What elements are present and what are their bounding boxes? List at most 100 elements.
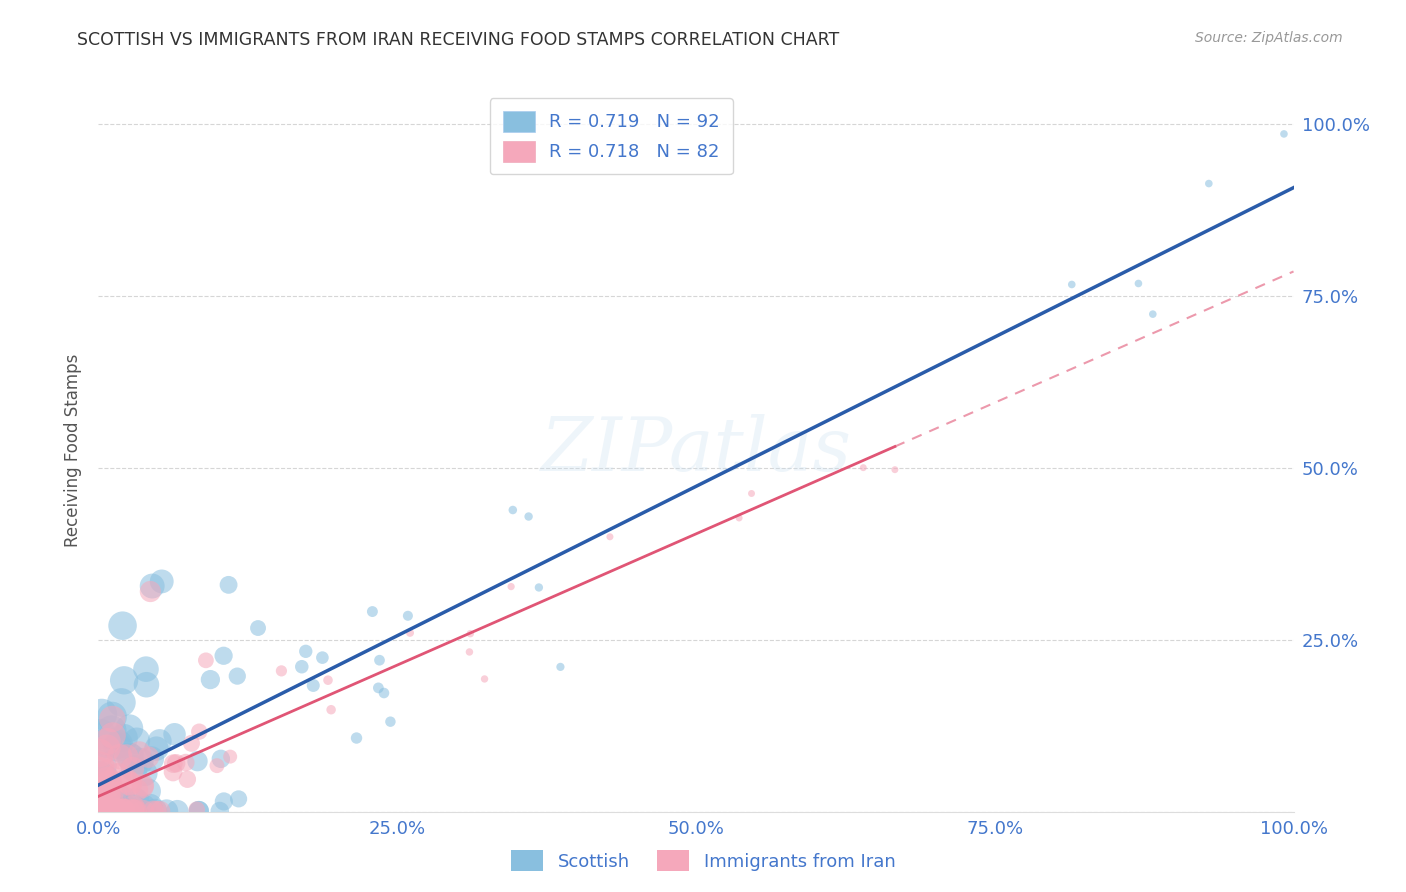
Point	[883, 463, 905, 477]
Point	[98, 804, 121, 818]
Point	[134, 766, 156, 780]
Point	[96, 789, 118, 803]
Point	[176, 772, 198, 787]
Point	[205, 758, 228, 772]
Point	[302, 678, 325, 692]
Point	[118, 776, 141, 790]
Point	[96, 734, 118, 748]
Point	[166, 804, 188, 818]
Point	[162, 756, 184, 771]
Point	[96, 789, 118, 804]
Point	[135, 678, 157, 692]
Point	[380, 714, 402, 729]
Point	[107, 739, 129, 754]
Point	[90, 778, 112, 792]
Point	[142, 804, 165, 818]
Point	[291, 659, 314, 673]
Point	[98, 804, 121, 818]
Point	[149, 804, 172, 818]
Point	[138, 750, 160, 764]
Point	[367, 681, 389, 695]
Point	[110, 804, 132, 818]
Point	[103, 804, 125, 818]
Point	[139, 584, 162, 599]
Point	[501, 580, 523, 594]
Point	[741, 486, 763, 500]
Point	[212, 648, 235, 663]
Point	[145, 804, 167, 818]
Point	[111, 804, 134, 818]
Point	[98, 804, 121, 818]
Point	[852, 460, 875, 475]
Point	[149, 734, 172, 748]
Point	[89, 801, 111, 815]
Point	[319, 703, 342, 717]
Point	[91, 804, 114, 818]
Point	[132, 800, 155, 814]
Y-axis label: Receiving Food Stamps: Receiving Food Stamps	[63, 354, 82, 547]
Point	[174, 756, 197, 770]
Point	[208, 804, 231, 818]
Point	[517, 509, 540, 524]
Point	[1272, 127, 1295, 141]
Point	[91, 804, 114, 818]
Point	[107, 737, 129, 751]
Point	[117, 804, 139, 818]
Point	[96, 773, 118, 788]
Point	[136, 784, 159, 798]
Point	[135, 662, 157, 676]
Point	[728, 511, 751, 525]
Point	[145, 741, 167, 756]
Point	[118, 749, 141, 764]
Point	[100, 723, 122, 738]
Point	[103, 804, 125, 818]
Point	[121, 762, 143, 776]
Point	[114, 804, 136, 818]
Point	[188, 724, 211, 739]
Point	[105, 804, 128, 818]
Point	[120, 777, 142, 791]
Point	[118, 804, 141, 818]
Point	[124, 804, 146, 818]
Point	[1128, 277, 1150, 291]
Point	[162, 764, 184, 779]
Point	[89, 784, 111, 798]
Point	[96, 766, 118, 780]
Point	[112, 673, 135, 688]
Point	[1198, 177, 1220, 191]
Point	[1142, 307, 1164, 321]
Point	[141, 752, 163, 766]
Point	[294, 644, 316, 658]
Point	[97, 804, 120, 818]
Point	[599, 530, 621, 544]
Point	[101, 712, 124, 726]
Point	[163, 727, 186, 741]
Point	[96, 736, 118, 750]
Point	[247, 621, 270, 635]
Point	[98, 777, 121, 791]
Point	[396, 608, 419, 623]
Point	[91, 800, 114, 814]
Point	[316, 673, 339, 688]
Point	[125, 794, 148, 808]
Point	[112, 804, 135, 818]
Point	[131, 780, 153, 794]
Point	[218, 578, 240, 592]
Point	[101, 804, 124, 818]
Point	[194, 653, 217, 667]
Point	[212, 794, 235, 808]
Point	[121, 800, 143, 814]
Point	[115, 749, 138, 764]
Point	[122, 804, 145, 818]
Point	[91, 804, 114, 818]
Point	[89, 759, 111, 773]
Point	[226, 669, 249, 683]
Point	[97, 782, 120, 797]
Point	[373, 686, 395, 700]
Point	[90, 804, 112, 818]
Point	[89, 804, 111, 818]
Point	[311, 650, 333, 665]
Point	[150, 574, 173, 589]
Point	[90, 804, 112, 818]
Point	[228, 792, 250, 806]
